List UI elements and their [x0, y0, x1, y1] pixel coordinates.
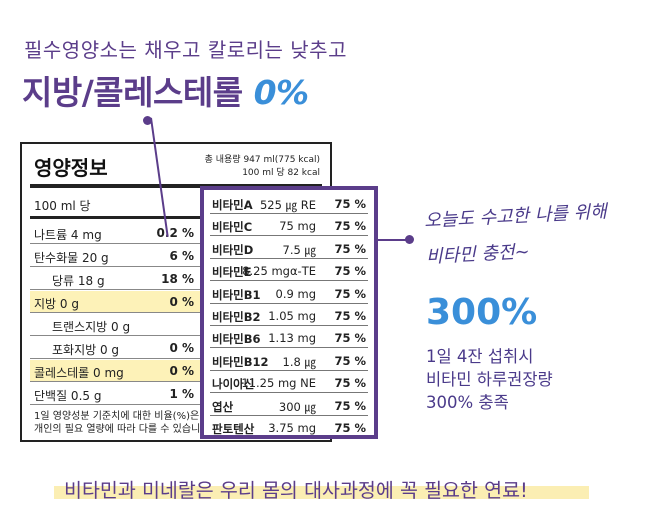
vitamin-name: 비타민A [212, 198, 253, 212]
nutrition-pct: 0 % [169, 341, 194, 355]
vitamin-name: 비타민B2 [212, 310, 261, 324]
nutrition-pct: 18 % [161, 272, 194, 286]
nutrition-name: 콜레스테롤 0 mg [34, 366, 124, 380]
vitamin-name: 비타민B1 [212, 287, 261, 302]
vitamin-pct: 75 % [334, 219, 366, 234]
headline-subtitle: 필수영양소는 채우고 칼로리는 낮추고 [24, 38, 347, 62]
vitamin-name: 비타민B12 [212, 354, 269, 369]
nutrition-footnote: 1일 영양성분 기준치에 대한 비율(%)은 개인의 필요 열량에 따라 다를 … [34, 410, 324, 436]
nutrition-row: 포화지방 0 g 0 % [30, 337, 322, 359]
headline-title: 지방/콜레스테롤 0% [22, 66, 309, 114]
vitamin-name: 엽산 [212, 399, 234, 414]
vitamin-pct: 75 % [334, 241, 366, 256]
vitamin-amount: 525 ㎍ RE [259, 198, 316, 212]
nutrition-row: 트랜스지방 0 g [30, 314, 322, 336]
vitamin-name: 비타민B6 [212, 332, 261, 347]
connector-dot-right [405, 235, 414, 244]
label-rule [30, 216, 322, 219]
vitamin-amount: 3.75 mg [268, 421, 316, 435]
nutrition-row: 단백질 0.5 g 1 % [30, 383, 322, 405]
handwritten-line-1: 오늘도 수고한 나를 위해 [423, 201, 608, 232]
vitamin-row: 비타민B1 0.9 mg 75 % [210, 282, 368, 304]
bottom-highlight [54, 486, 589, 499]
nutrition-pct: 6 % [169, 249, 194, 263]
serving-size: 100 ml 당 [34, 199, 91, 213]
vitamin-row: 비타민E 8.25 mgα-TE 75 % [210, 259, 368, 282]
vitamin-row: 비타민D 7.5 ㎍ 75 % [210, 237, 368, 259]
nutrition-row: 탄수화물 20 g 6 % [30, 245, 322, 267]
desc-line-3: 300% 충족 [426, 393, 509, 412]
nutrition-name: 탄수화물 20 g [34, 251, 109, 265]
vitamin-row: 비타민A 525 ㎍ RE 75 % [210, 192, 368, 214]
nutrition-name: 나트륨 4 mg [34, 228, 102, 242]
vitamin-amount: 11.25 mg NE [241, 376, 316, 391]
nutrition-label-title: 영양정보 [34, 156, 108, 180]
vitamin-amount: 1.8 ㎍ [282, 354, 316, 369]
desc-line-1: 1일 4잔 섭취시 [426, 347, 534, 366]
vitamin-pct: 75 % [334, 331, 366, 346]
nutrition-pct: 0 % [169, 295, 194, 309]
vitamin-amount: 75 mg [279, 219, 316, 234]
nutrition-name: 단백질 0.5 g [34, 389, 102, 403]
headline-title-pct: 0% [253, 73, 310, 112]
total-line-2: 100 ml 당 82 kcal [242, 168, 320, 178]
vitamin-pct: 75 % [334, 197, 366, 211]
highlight-percent: 300% [426, 292, 538, 333]
vitamin-table: 비타민A 525 ㎍ RE 75 % 비타민C 75 mg 75 % 비타민D 7.5 ㎍ 75… [200, 186, 378, 439]
handwritten-line-2: 비타민 충전~ [425, 241, 531, 268]
connector-dot-left [143, 116, 152, 125]
vitamin-pct: 75 % [334, 264, 366, 279]
vitamin-name: 나이아신 [212, 377, 255, 392]
vitamin-pct: 75 % [334, 421, 366, 435]
vitamin-name: 비타민E [212, 265, 252, 280]
vitamin-amount: 8.25 mgα-TE [242, 264, 316, 279]
vitamin-name: 판토텐산 [212, 422, 255, 436]
vitamin-row: 비타민B12 1.8 ㎍ 75 % [210, 349, 368, 371]
vitamin-row: 나이아신 11.25 mg NE 75 % [210, 371, 368, 394]
nutrition-name: 포화지방 0 g [52, 343, 120, 357]
nutrition-name: 지방 0 g [34, 297, 79, 311]
vitamin-pct: 75 % [334, 286, 366, 301]
vitamin-name: 비타민D [212, 242, 254, 257]
vitamin-row: 판토텐산 3.75 mg 75 % [210, 416, 368, 438]
vitamin-pct: 75 % [334, 376, 366, 391]
nutrition-pct: 0.2 % [156, 226, 194, 240]
nutrition-pct: 1 % [169, 387, 194, 401]
vitamin-amount: 1.13 mg [268, 331, 316, 346]
vitamin-pct: 75 % [334, 398, 366, 413]
vitamin-amount: 300 ㎍ [278, 399, 316, 414]
vitamin-row: 비타민B6 1.13 mg 75 % [210, 326, 368, 349]
headline-title-main: 지방/콜레스테롤 [22, 73, 254, 112]
bottom-caption: 비타민과 미네랄은 우리 몸의 대사과정에 꼭 필요한 연료! [64, 479, 528, 502]
vitamin-row: 비타민C 75 mg 75 % [210, 214, 368, 237]
footnote-line-2: 개인의 필요 열량에 따라 다를 수 있습니다. [34, 424, 213, 435]
vitamin-pct: 75 % [334, 309, 366, 323]
connector-line-right [378, 239, 410, 241]
vitamin-amount: 7.5 ㎍ [282, 242, 316, 257]
vitamin-pct: 75 % [334, 353, 366, 368]
nutrition-name: 당류 18 g [52, 274, 105, 288]
label-thick-rule [30, 184, 322, 188]
footnote-line-1: 1일 영양성분 기준치에 대한 비율(%)은 [34, 411, 200, 422]
total-line-1: 총 내용량 947 ml(775 kcal) [204, 155, 320, 165]
vitamin-name: 비타민C [212, 220, 253, 235]
vitamin-row: 엽산 300 ㎍ 75 % [210, 394, 368, 416]
vitamin-amount: 1.05 mg [268, 309, 316, 323]
nutrition-name: 트랜스지방 0 g [52, 320, 131, 334]
nutrition-pct: 0 % [169, 364, 194, 378]
desc-line-2: 비타민 하루권장량 [426, 370, 553, 389]
nutrition-label-total: 총 내용량 947 ml(775 kcal) 100 ml 당 82 kcal [205, 154, 320, 180]
vitamin-row: 비타민B2 1.05 mg 75 % [210, 304, 368, 326]
nutrition-row: 당류 18 g 18 % [30, 268, 322, 290]
vitamin-amount: 0.9 mg [275, 286, 316, 301]
